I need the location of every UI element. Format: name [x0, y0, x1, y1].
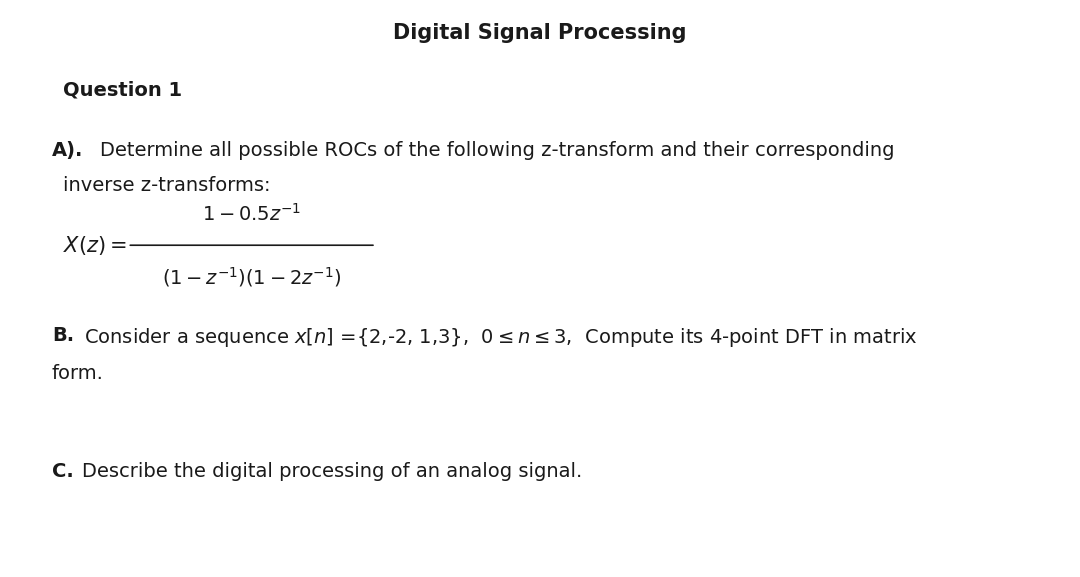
Text: Describe the digital processing of an analog signal.: Describe the digital processing of an an… [82, 462, 582, 481]
Text: Digital Signal Processing: Digital Signal Processing [393, 23, 687, 43]
Text: Consider a sequence $\mathit{x}[\mathit{n}]$ ={2,-2, 1,3},  0$\leq\mathit{n}\leq: Consider a sequence $\mathit{x}[\mathit{… [84, 326, 918, 349]
Text: Determine all possible ROCs of the following z-transform and their corresponding: Determine all possible ROCs of the follo… [100, 141, 895, 160]
Text: form.: form. [52, 364, 104, 383]
Text: $1-0.5z^{-1}$: $1-0.5z^{-1}$ [202, 203, 301, 224]
Text: B.: B. [52, 326, 73, 345]
Text: Question 1: Question 1 [63, 81, 181, 100]
Text: inverse z-transforms:: inverse z-transforms: [63, 176, 270, 195]
Text: $(1-z^{-1})(1-2z^{-1})$: $(1-z^{-1})(1-2z^{-1})$ [162, 265, 341, 289]
Text: A).: A). [52, 141, 83, 160]
Text: $\mathit{X}(z) =$: $\mathit{X}(z) =$ [63, 234, 126, 257]
Text: C.: C. [52, 462, 73, 481]
